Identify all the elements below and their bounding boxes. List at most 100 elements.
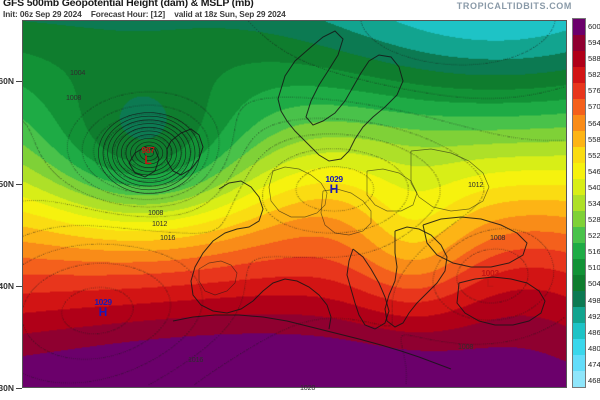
isobar-ring — [102, 115, 196, 191]
colorbar — [572, 18, 586, 388]
latitude-tick-mark — [16, 183, 22, 185]
latitude-tick-label: 30N — [0, 383, 14, 393]
colorbar-tick-label: 486 — [588, 327, 600, 337]
colorbar-swatch — [573, 131, 585, 147]
forecast-metadata: Init: 06z Sep 29 2024 Forecast Hour: [12… — [3, 9, 293, 19]
coastline-path — [172, 314, 452, 370]
isobar-ring — [130, 137, 168, 169]
colorbar-tick-label: 492 — [588, 311, 600, 321]
colorbar-tick-label: 534 — [588, 199, 600, 208]
colorbar-swatch — [573, 243, 585, 259]
isobar-label: 1004 — [70, 68, 86, 77]
coastline-path — [277, 30, 404, 162]
colorbar-tick-label: 582 — [588, 70, 600, 80]
isobar-ring — [134, 141, 164, 165]
colorbar-swatch — [573, 163, 585, 179]
isobar-ring — [111, 123, 187, 183]
colorbar-swatch — [573, 227, 585, 243]
colorbar-swatch — [573, 83, 585, 99]
colorbar-tick-label: 528 — [588, 215, 600, 225]
colorbar-swatch — [573, 355, 585, 371]
colorbar-tick-labels: 600 594 588 582 576 570 564 558 552 546 540 534 528 5… — [588, 18, 600, 388]
isobar-label: 1008 — [148, 208, 164, 217]
isobar-label: 1016 — [160, 233, 176, 242]
colorbar-swatch — [573, 147, 585, 163]
colorbar-swatch — [573, 323, 585, 339]
init-time-label: Init: 06z Sep 29 2024 — [3, 9, 82, 19]
coastline-path — [422, 216, 528, 268]
forecast-hour-label: Forecast Hour: [12] — [90, 9, 165, 19]
coastline-path — [346, 248, 390, 330]
coastline-path — [410, 148, 490, 212]
coastline-path — [190, 180, 332, 330]
page-title: GFS 500mb Geopotential Height (dam) & MS… — [3, 0, 254, 9]
colorbar-tick-label: 522 — [588, 231, 600, 241]
latitude-tick-mark — [16, 388, 22, 389]
colorbar-swatch — [573, 99, 585, 115]
isobar-label: 1012 — [152, 219, 168, 228]
isobar-label: 1008 — [458, 342, 474, 351]
colorbar-tick-label: 516 — [588, 247, 600, 257]
colorbar-tick-label: 546 — [588, 166, 600, 176]
colorbar-tick-label: 540 — [588, 182, 600, 192]
colorbar-swatch — [573, 291, 585, 307]
colorbar-tick-label: 588 — [588, 54, 600, 64]
coastline-path — [128, 146, 160, 178]
latitude-tick-mark — [16, 81, 22, 83]
colorbar-swatch — [573, 371, 585, 387]
colorbar-tick-label: 552 — [588, 150, 600, 160]
isobar-label: 1008 — [490, 233, 506, 242]
colorbar-tick-label: 600 — [588, 22, 600, 32]
colorbar-tick-label: 510 — [588, 263, 600, 273]
coastline-path — [198, 260, 238, 296]
latitude-tick-label: 40N — [0, 280, 14, 291]
coastline-path — [366, 168, 418, 212]
latitude-tick-label: 50N — [0, 178, 14, 189]
latitude-tick-mark — [16, 285, 22, 287]
colorbar-tick-label: 576 — [588, 86, 600, 96]
isobar-ring — [139, 145, 159, 161]
colorbar-swatch — [573, 195, 585, 211]
colorbar-swatch — [573, 19, 585, 35]
colorbar-swatch — [573, 179, 585, 195]
isobar-ring — [125, 134, 173, 172]
isobar-label: 1012 — [468, 180, 484, 189]
colorbar-swatch — [573, 307, 585, 323]
latitude-tick-label: 60N — [0, 76, 14, 87]
coastline-path — [320, 188, 372, 236]
isobar-label: 1008 — [66, 93, 82, 102]
coastline-path — [456, 276, 546, 326]
isobar-ring — [121, 130, 177, 176]
colorbar-swatch — [573, 51, 585, 67]
isobar-ring — [107, 119, 191, 187]
colorbar-tick-label: 558 — [588, 134, 600, 144]
coastline-path — [268, 166, 328, 218]
colorbar-swatch — [573, 115, 585, 131]
colorbar-tick-label: 468 — [588, 375, 600, 385]
colorbar-tick-label: 504 — [588, 279, 600, 289]
site-watermark: TROPICALTIDBITS.COM — [456, 1, 572, 11]
colorbar-tick-label: 498 — [588, 295, 600, 305]
colorbar-swatch — [573, 67, 585, 83]
colorbar-tick-label: 480 — [588, 343, 600, 353]
colorbar-tick-label: 570 — [588, 102, 600, 112]
isobar-label: 1016 — [188, 355, 204, 364]
geopotential-height-map[interactable] — [23, 21, 566, 387]
colorbar-swatch — [573, 211, 585, 227]
colorbar-swatch — [573, 339, 585, 355]
isobar-ring — [116, 126, 182, 180]
valid-time-label: valid at 18z Sun, Sep 29 2024 — [174, 9, 286, 19]
colorbar-tick-label: 594 — [588, 38, 600, 48]
isobar-label: 1020 — [300, 383, 316, 392]
isobar-ring — [98, 112, 200, 194]
colorbar-swatch — [573, 259, 585, 275]
colorbar-swatch — [573, 275, 585, 291]
colorbar-swatch — [573, 35, 585, 51]
map-canvas-container[interactable] — [22, 20, 567, 388]
colorbar-tick-label: 564 — [588, 118, 600, 128]
coastline-path — [384, 226, 448, 328]
isobar-ring — [144, 148, 154, 158]
map-overlay-layer — [98, 30, 546, 370]
colorbar-tick-label: 474 — [588, 359, 600, 369]
